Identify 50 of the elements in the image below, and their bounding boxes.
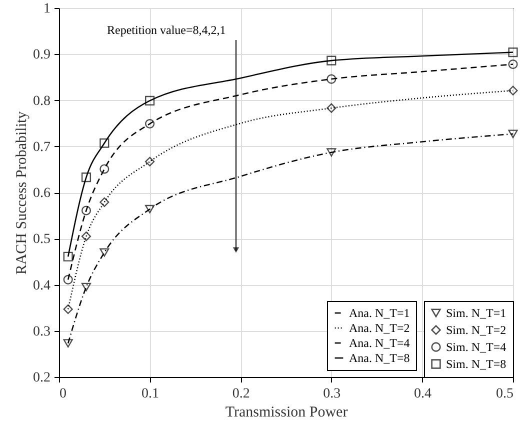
x-tick-label: 0 xyxy=(60,386,66,402)
point xyxy=(81,282,92,292)
point xyxy=(326,148,336,157)
legend-label: Ana. N_T=4 xyxy=(349,336,410,350)
x-tick-label: 0.2 xyxy=(232,386,250,402)
point xyxy=(81,172,92,182)
x-tick-label: 0.5 xyxy=(496,386,514,402)
y-tick-label: 0.4 xyxy=(33,278,50,294)
point xyxy=(100,248,110,257)
y-tick-label: 0.8 xyxy=(33,94,50,109)
y-tick-label: 1 xyxy=(44,2,50,16)
point xyxy=(326,56,336,66)
legend-label: Sim. N_T=1 xyxy=(446,306,506,320)
point xyxy=(508,60,518,70)
point xyxy=(81,232,92,242)
point xyxy=(63,339,73,348)
point xyxy=(100,164,110,174)
y-tick-label: 0.6 xyxy=(33,186,50,201)
point xyxy=(145,119,155,129)
x-tick-label: 0.3 xyxy=(323,386,341,402)
point xyxy=(63,252,73,262)
legend-label: Ana. N_T=2 xyxy=(349,321,410,335)
y-tick-label: 0.3 xyxy=(33,324,50,340)
point xyxy=(508,130,518,138)
y-tick-label: 0.5 xyxy=(33,232,50,248)
point xyxy=(508,86,518,96)
point xyxy=(81,206,92,216)
point xyxy=(145,204,155,214)
point xyxy=(508,47,518,58)
point xyxy=(63,274,73,284)
point xyxy=(145,96,155,106)
legend-label: Sim. N_T=8 xyxy=(446,357,506,371)
y-tick-label: 0.9 xyxy=(33,48,50,63)
y-tick-label: 0.7 xyxy=(33,140,50,155)
point xyxy=(100,138,110,148)
point xyxy=(145,156,155,166)
point xyxy=(63,304,73,314)
legend-label: Ana. N_T=1 xyxy=(349,306,410,320)
annotation: Repetition value=8,4,2,1 xyxy=(107,23,226,37)
legend-label: Sim. N_T=4 xyxy=(446,340,506,354)
y-axis-title: RACH Success Probability xyxy=(14,110,30,275)
x-tick-label: 0.4 xyxy=(414,386,432,402)
point xyxy=(100,197,110,207)
legend-label: Ana. N_T=8 xyxy=(349,351,410,365)
y-tick-label: 0.2 xyxy=(33,370,50,386)
point xyxy=(326,74,336,84)
point xyxy=(326,103,336,113)
legend-label: Sim. N_T=2 xyxy=(446,323,506,337)
x-axis-title: Transmission Power xyxy=(225,404,348,420)
x-tick-label: 0.1 xyxy=(142,386,160,402)
